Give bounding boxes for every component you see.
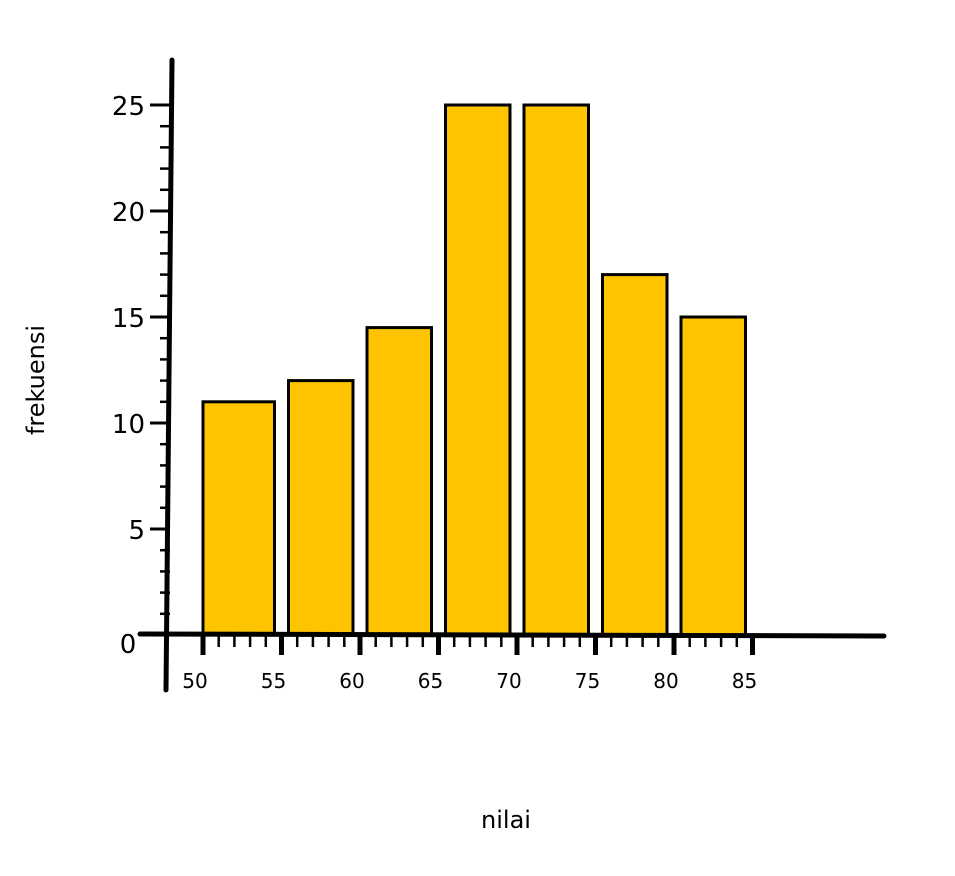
bar-70-75 (522, 103, 590, 637)
y-tick-label: 5 (128, 516, 145, 546)
x-tick-label: 75 (575, 669, 600, 693)
minor-ticks-group (150, 103, 755, 655)
y-tick-label: 25 (112, 92, 145, 122)
x-tick-labels: 50 55 60 65 70 75 80 85 (182, 669, 757, 693)
y-tick-label: 0 (120, 630, 137, 660)
x-axis-title: nilai (481, 806, 531, 834)
bar-50-55 (201, 400, 276, 637)
x-tick-label: 85 (732, 669, 757, 693)
x-tick-label: 55 (261, 669, 286, 693)
bar-55-60 (287, 379, 355, 637)
y-tick-labels: 0 5 10 15 20 25 (112, 92, 145, 660)
x-axis-line (137, 631, 887, 639)
axes-group (137, 57, 887, 693)
y-axis-title: frekuensi (22, 325, 50, 435)
y-tick-label: 20 (112, 198, 145, 228)
bar-75-80 (601, 273, 669, 637)
bars-group (201, 103, 747, 637)
x-tick-label: 50 (182, 669, 207, 693)
y-tick-label: 15 (112, 304, 145, 334)
y-axis-line (163, 57, 175, 693)
bar-60-65 (365, 326, 433, 637)
x-tick-label: 70 (496, 669, 521, 693)
x-tick-label: 65 (418, 669, 443, 693)
x-tick-label: 60 (339, 669, 364, 693)
bar-65-70 (444, 103, 512, 637)
bar-80-85 (679, 315, 747, 637)
y-tick-label: 10 (112, 410, 145, 440)
x-tick-label: 80 (653, 669, 678, 693)
